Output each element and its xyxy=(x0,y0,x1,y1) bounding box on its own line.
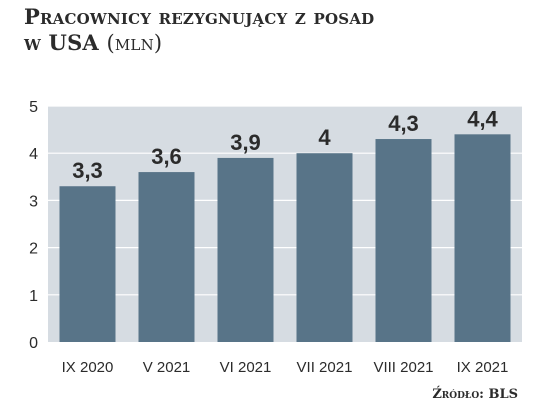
x-tick-label: IX 2020 xyxy=(62,359,114,376)
source-note: Źródło: BLS xyxy=(432,387,518,402)
chart-title: Pracownicy rezygnujący z posad w USA (ml… xyxy=(24,4,374,56)
plot-background xyxy=(48,106,522,342)
x-tick-label: IX 2021 xyxy=(457,359,509,376)
bar xyxy=(59,186,116,342)
x-tick-label: VII 2021 xyxy=(297,359,353,376)
bar-value-label: 4,4 xyxy=(467,106,498,131)
bar xyxy=(296,153,353,342)
x-tick-label: VIII 2021 xyxy=(373,359,433,376)
bar xyxy=(375,139,432,342)
bar-value-label: 3,6 xyxy=(151,144,182,169)
x-tick-label: VI 2021 xyxy=(220,359,272,376)
bar xyxy=(138,172,195,342)
bar-value-label: 4,3 xyxy=(388,111,419,136)
y-tick-label: 4 xyxy=(29,146,38,163)
bar-value-label: 4 xyxy=(318,125,331,150)
y-tick-label: 1 xyxy=(29,288,38,305)
y-tick-label: 3 xyxy=(29,193,38,210)
title-unit: (mln) xyxy=(106,31,163,55)
y-tick-label: 0 xyxy=(29,335,38,352)
title-country: w USA xyxy=(24,30,99,55)
title-line-1: Pracownicy rezygnujący z posad xyxy=(24,4,375,29)
bar xyxy=(217,157,274,342)
bar xyxy=(454,134,511,342)
title-line-2: w USA (mln) xyxy=(24,30,374,56)
bar-chart: 0 1 2 3 4 5 3,3 IX 2020 3,6 V 2021 3,9 VI 2021 4 VII … xyxy=(29,99,522,376)
bar-value-label: 3,9 xyxy=(230,130,261,155)
x-tick-label: V 2021 xyxy=(143,359,191,376)
bar-value-label: 3,3 xyxy=(72,158,103,183)
y-tick-label: 2 xyxy=(29,241,38,258)
y-tick-label: 5 xyxy=(29,99,38,116)
